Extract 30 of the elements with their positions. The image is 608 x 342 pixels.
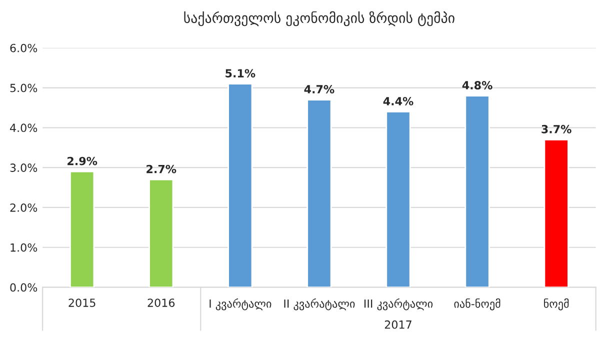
bar	[306, 99, 332, 288]
x-tick-label: იან-ნოემ	[454, 298, 500, 310]
y-tick-label: 5.0%	[10, 84, 38, 92]
bar	[148, 178, 174, 288]
y-tick-label: 0.0%	[10, 283, 38, 292]
x-tick-label: II კვარატალი	[284, 298, 355, 310]
y-tick-label: 2.0%	[10, 203, 38, 212]
bar	[386, 111, 411, 288]
x-tick-label: I კვარტალი	[210, 298, 272, 310]
bar	[544, 138, 569, 288]
y-tick-label: 4.0%	[10, 124, 38, 132]
data-label: 2.9%	[68, 156, 98, 166]
x-tick-label: III კვარტალი	[364, 298, 433, 310]
bar	[70, 170, 95, 288]
y-tick-label: 6.0%	[10, 44, 38, 52]
data-label: 4.7%	[304, 85, 334, 94]
x-tick-label: 2016	[148, 298, 175, 307]
data-label: 5.1%	[226, 69, 256, 78]
data-label: 2.7%	[146, 164, 176, 174]
data-label: 4.8%	[462, 81, 492, 90]
bar	[228, 83, 253, 288]
y-tick-label: 1.0%	[10, 243, 38, 252]
bar	[464, 95, 490, 288]
data-label: 3.7%	[542, 124, 572, 134]
text: 2017	[384, 320, 412, 329]
y-tick-label: 3.0%	[10, 164, 38, 172]
data-label: 4.4%	[383, 96, 414, 106]
chart-title: საქართველოს ეკონომიკის ზრდის ტემპი	[184, 11, 454, 26]
x-tick-label: 2015	[68, 298, 96, 307]
x-tick-label: ნოემ	[544, 298, 569, 310]
